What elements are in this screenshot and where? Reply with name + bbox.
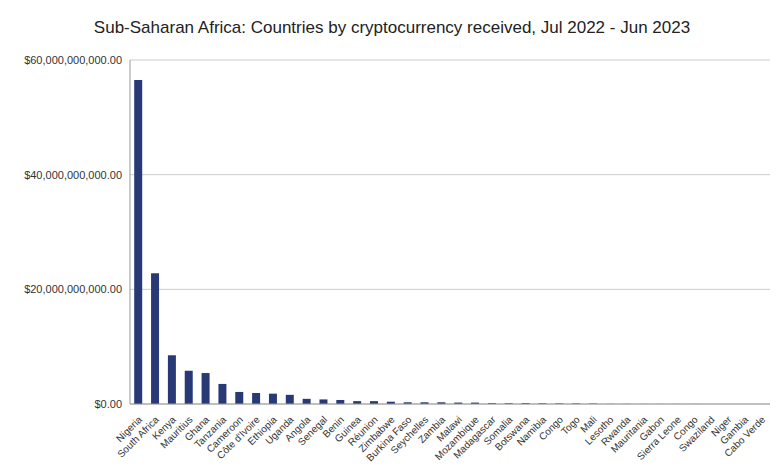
svg-text:Benin: Benin: [320, 413, 347, 440]
svg-text:Togo: Togo: [558, 413, 582, 437]
svg-text:Nigeria: Nigeria: [113, 413, 145, 445]
svg-text:Botswana: Botswana: [492, 413, 532, 453]
svg-text:Seychelles: Seychelles: [388, 413, 431, 456]
svg-text:Lesotho: Lesotho: [582, 413, 616, 447]
svg-text:Mali: Mali: [578, 413, 599, 435]
svg-text:Namibia: Namibia: [514, 413, 549, 448]
svg-text:Senegal: Senegal: [295, 413, 330, 448]
svg-text:Kenya: Kenya: [149, 413, 178, 442]
svg-text:Cabo Verde: Cabo Verde: [722, 414, 767, 459]
svg-text:Zimbabwe: Zimbabwe: [356, 413, 397, 455]
svg-text:Gambia: Gambia: [717, 413, 751, 447]
svg-text:South Africa: South Africa: [115, 413, 161, 460]
svg-text:Ghana: Ghana: [182, 413, 212, 443]
svg-text:Rwanda: Rwanda: [598, 413, 633, 448]
svg-text:Côte d'Ivoire: Côte d'Ivoire: [214, 413, 262, 462]
svg-text:Mauritania: Mauritania: [608, 413, 650, 455]
svg-text:Gabon: Gabon: [637, 413, 667, 443]
svg-text:Cameroon: Cameroon: [204, 413, 246, 455]
svg-text:Angola: Angola: [282, 413, 313, 444]
svg-text:Zambia: Zambia: [415, 413, 448, 446]
svg-text:Mauritius: Mauritius: [158, 413, 195, 451]
svg-text:Madagascar: Madagascar: [451, 413, 498, 461]
svg-text:$60,000,000,000.00: $60,000,000,000.00: [24, 54, 122, 66]
svg-text:$0.00: $0.00: [94, 398, 122, 410]
svg-text:Tanzania: Tanzania: [192, 413, 229, 450]
svg-text:Uganda: Uganda: [263, 413, 296, 447]
svg-text:Congo: Congo: [671, 413, 700, 443]
svg-text:Mozambique: Mozambique: [432, 413, 481, 463]
svg-text:Malawi: Malawi: [434, 413, 465, 444]
svg-text:Niger: Niger: [708, 413, 734, 439]
svg-text:Réunion: Réunion: [345, 413, 380, 448]
svg-text:Swaziland: Swaziland: [676, 413, 717, 454]
svg-text:Ethiopia: Ethiopia: [245, 413, 279, 448]
svg-text:Guinea: Guinea: [332, 413, 363, 445]
svg-text:Burkina Faso: Burkina Faso: [364, 413, 414, 464]
html-text:Sub-Saharan Africa: Countries: Sub-Saharan Africa: Countries by cryptoc…: [93, 18, 691, 37]
svg-text:Somalia: Somalia: [481, 413, 515, 448]
svg-text:$20,000,000,000.00: $20,000,000,000.00: [24, 283, 122, 295]
svg-text:$40,000,000,000.00: $40,000,000,000.00: [24, 169, 122, 181]
svg-text:Sierra Leone: Sierra Leone: [634, 413, 683, 463]
svg-text:Congo: Congo: [536, 413, 566, 443]
